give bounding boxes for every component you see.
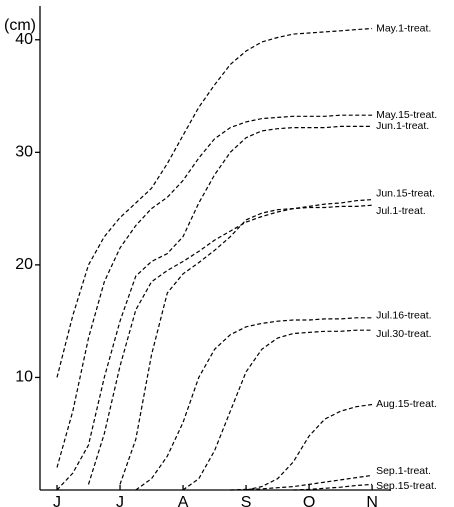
series-label: Aug.15-treat.: [376, 398, 437, 410]
series-line: [87, 199, 373, 485]
series-line: [119, 204, 373, 485]
series-label: Jun.1-treat.: [376, 120, 429, 132]
x-tick-label: A: [178, 494, 189, 507]
series-label: Jun.15-treat.: [376, 187, 435, 199]
x-tick-label: J: [116, 494, 124, 507]
series-line: [56, 125, 373, 491]
y-tick-label: 20: [15, 256, 33, 273]
series-line: [135, 317, 373, 491]
series-label: Jul.30-treat.: [376, 328, 431, 340]
series-label: May.1-treat.: [376, 22, 431, 34]
series-line: [56, 27, 373, 378]
y-tick-label: 40: [15, 31, 33, 48]
series-label: Jul.1-treat.: [376, 205, 426, 217]
series-label: Jul.16-treat.: [376, 310, 431, 322]
y-tick-label: 10: [15, 369, 33, 386]
series-label: Sep.1-treat.: [376, 465, 431, 477]
series-line: [230, 474, 373, 491]
series-line: [56, 114, 373, 468]
series-label: May.15-treat.: [376, 109, 437, 121]
x-tick-label: N: [366, 494, 378, 507]
x-tick-label: S: [241, 494, 252, 507]
x-tick-label: J: [53, 494, 61, 507]
series-label: Sep.15-treat.: [376, 480, 437, 492]
x-tick-label: O: [303, 494, 315, 507]
series-line: [293, 483, 373, 491]
y-tick-label: 30: [15, 144, 33, 161]
y-axis-label: (cm): [4, 17, 36, 34]
series-line: [245, 403, 373, 491]
series-line: [182, 329, 373, 491]
